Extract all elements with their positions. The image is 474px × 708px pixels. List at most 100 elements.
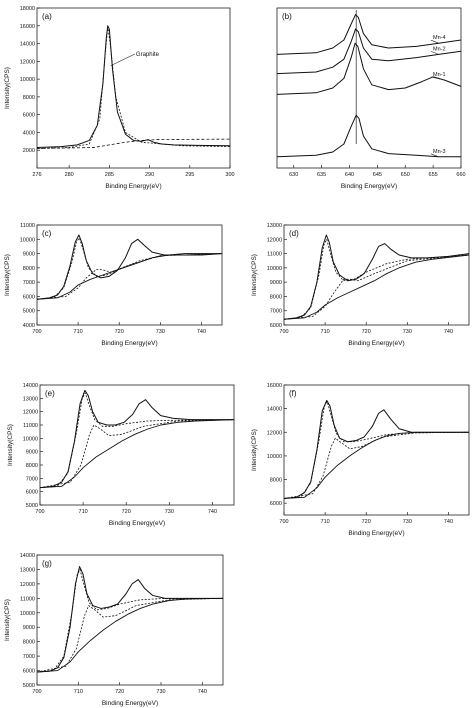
panel-a: 276 280 285 290 295 300 2000 4000 6000 8000 10000 1… bbox=[4, 6, 235, 190]
y-tick-label: 16000 bbox=[267, 383, 282, 389]
x-tick-label: 630 bbox=[289, 172, 298, 178]
y-tick-label: 14000 bbox=[23, 383, 38, 389]
y-tick-label: 8000 bbox=[270, 478, 282, 484]
y-tick-label: 13000 bbox=[20, 567, 35, 573]
x-tick-label: 710 bbox=[74, 329, 83, 335]
y-tick-label: 5000 bbox=[26, 503, 38, 509]
y-tick-label: 9000 bbox=[270, 280, 282, 286]
plot-frame bbox=[283, 384, 470, 516]
series-label: Mn-4 bbox=[433, 35, 446, 41]
x-axis-label: Binding Energy(eV) bbox=[348, 340, 404, 347]
panel-d: 700 710 720 730 740 6000 7000 8000 9000 10000 1100… bbox=[251, 223, 470, 347]
y-tick-label: 8000 bbox=[23, 640, 35, 646]
series-leader-line bbox=[430, 39, 439, 44]
x-tick-label: 280 bbox=[65, 172, 74, 178]
y-tick-label: 8000 bbox=[270, 294, 282, 300]
y-axis-label: Intensity(CPS) bbox=[7, 424, 14, 466]
x-tick-label: 700 bbox=[279, 329, 288, 335]
series-label: Mn-2 bbox=[433, 46, 446, 52]
x-axis-label: Binding Energy(eV) bbox=[105, 183, 161, 190]
x-tick-label: 730 bbox=[403, 519, 412, 525]
y-axis-label: Intensity(CPS) bbox=[251, 429, 258, 471]
y-tick-label: 12000 bbox=[20, 59, 35, 65]
series-leader-line bbox=[430, 51, 439, 55]
series-line-baseline-2 bbox=[36, 138, 231, 149]
panel-label: (b) bbox=[282, 12, 292, 21]
plot-frame bbox=[283, 224, 470, 326]
series-line-mn-3 bbox=[276, 114, 461, 158]
x-axis-label: Binding Energy(eV) bbox=[341, 183, 397, 190]
x-tick-label: 720 bbox=[362, 519, 371, 525]
plot-frame bbox=[36, 554, 224, 686]
x-axis-label: Binding Energy(eV) bbox=[348, 530, 404, 537]
y-tick-label: 14000 bbox=[267, 407, 282, 413]
y-tick-label: 6000 bbox=[23, 294, 35, 300]
x-tick-label: 710 bbox=[321, 329, 330, 335]
y-tick-label: 14000 bbox=[20, 42, 35, 48]
y-tick-label: 13000 bbox=[267, 223, 282, 229]
x-tick-label: 740 bbox=[444, 519, 453, 525]
y-tick-label: 12000 bbox=[23, 410, 38, 416]
x-tick-label: 730 bbox=[403, 329, 412, 335]
panel-label: (g) bbox=[42, 559, 52, 568]
series-line-fit-component-2 bbox=[283, 238, 470, 320]
series-line-fit-component-2 bbox=[283, 401, 470, 499]
y-tick-label: 12000 bbox=[20, 582, 35, 588]
x-axis-label: Binding Energy(eV) bbox=[109, 520, 165, 527]
series-line-background-1 bbox=[36, 253, 222, 300]
series-line-measured-0 bbox=[39, 389, 234, 489]
x-tick-label: 700 bbox=[35, 509, 44, 515]
plot-frame bbox=[36, 224, 223, 326]
x-axis-label: Binding Energy(eV) bbox=[101, 340, 157, 347]
plot-frame bbox=[36, 7, 231, 169]
y-tick-label: 5000 bbox=[23, 683, 35, 689]
y-tick-label: 10000 bbox=[20, 77, 35, 83]
x-tick-label: 700 bbox=[32, 689, 41, 695]
annotation-leader-line bbox=[110, 53, 136, 67]
y-tick-label: 11000 bbox=[20, 596, 35, 602]
x-tick-label: 640 bbox=[345, 172, 354, 178]
series-line-fit-component-2 bbox=[36, 237, 223, 300]
y-tick-label: 11000 bbox=[20, 223, 35, 229]
x-tick-label: 285 bbox=[105, 172, 114, 178]
panel-label: (a) bbox=[42, 12, 52, 21]
y-tick-label: 14000 bbox=[20, 553, 35, 559]
series-line-fit-component-3 bbox=[36, 253, 223, 300]
series-label: Mn-1 bbox=[433, 72, 446, 78]
panel-label: (e) bbox=[45, 389, 55, 398]
x-tick-label: 730 bbox=[156, 689, 165, 695]
panel-label: (f) bbox=[289, 389, 297, 398]
y-tick-label: 12000 bbox=[267, 237, 282, 243]
y-tick-label: 9000 bbox=[26, 450, 38, 456]
series-line-background-1 bbox=[39, 419, 235, 489]
y-tick-label: 8000 bbox=[23, 95, 35, 101]
x-tick-label: 290 bbox=[145, 172, 154, 178]
y-tick-label: 10000 bbox=[23, 436, 38, 442]
annotation-label: Graphite bbox=[136, 52, 160, 58]
series-line-fit-component-3 bbox=[36, 597, 224, 673]
x-tick-label: 720 bbox=[115, 329, 124, 335]
series-label: Mn-3 bbox=[433, 149, 446, 155]
y-axis-label: Intensity(CPS) bbox=[4, 254, 11, 296]
series-line-fit-component-2 bbox=[36, 569, 224, 673]
y-tick-label: 10000 bbox=[267, 266, 282, 272]
series-line-measured-0 bbox=[283, 399, 469, 499]
y-tick-label: 16000 bbox=[20, 24, 35, 30]
series-line-fit-component-3 bbox=[39, 419, 235, 489]
series-line-mn-4 bbox=[276, 13, 462, 55]
y-tick-label: 4000 bbox=[23, 323, 35, 329]
y-tick-label: 7000 bbox=[23, 654, 35, 660]
y-tick-label: 6000 bbox=[23, 669, 35, 675]
x-tick-label: 740 bbox=[197, 329, 206, 335]
plot-frame bbox=[39, 384, 235, 506]
x-tick-label: 300 bbox=[225, 172, 234, 178]
x-tick-label: 660 bbox=[456, 172, 465, 178]
x-tick-label: 730 bbox=[165, 509, 174, 515]
x-tick-label: 655 bbox=[429, 172, 438, 178]
x-tick-label: 730 bbox=[156, 329, 165, 335]
x-tick-label: 295 bbox=[185, 172, 194, 178]
series-line-background-1 bbox=[283, 254, 470, 320]
y-tick-label: 2000 bbox=[23, 148, 35, 154]
y-tick-label: 10000 bbox=[20, 611, 35, 617]
panel-f: 700 710 720 730 740 6000 8000 10000 12000 14000 16… bbox=[251, 383, 470, 537]
